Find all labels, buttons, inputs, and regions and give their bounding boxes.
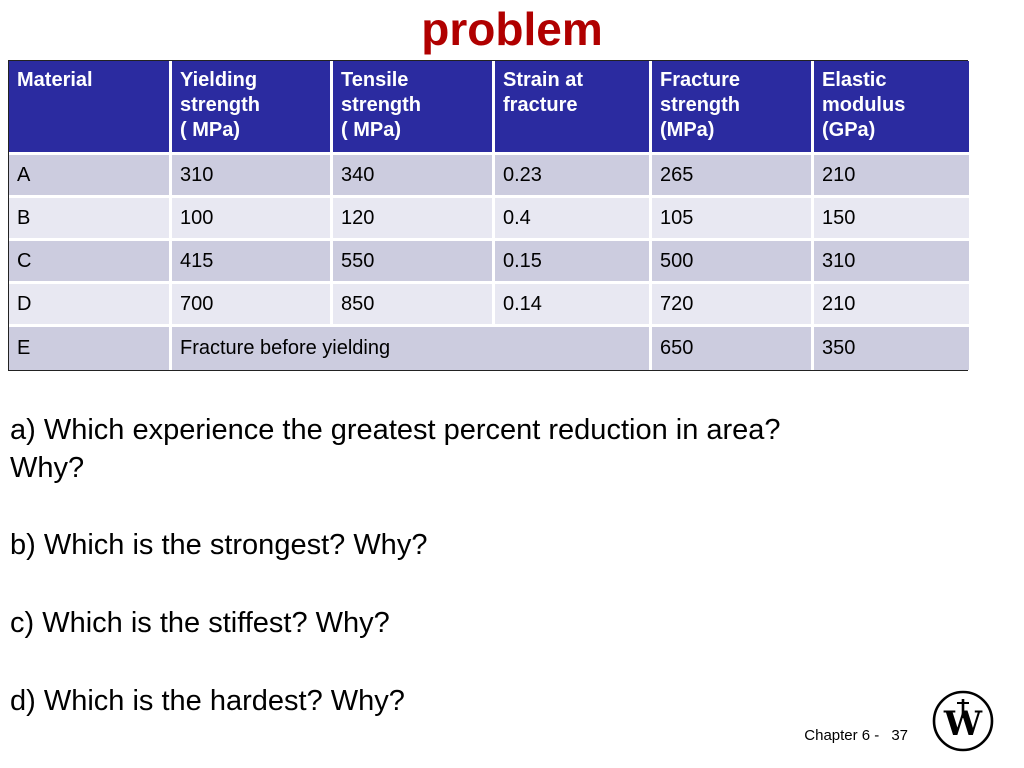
column-header-fracture-strength: Fracture strength (MPa) [652,61,814,155]
table-row-c: C 415 550 0.15 500 310 [9,241,969,284]
question-c: c) Which is the stiffest? Why? [10,607,390,640]
table-cell: 265 [652,155,814,198]
table-cell: 850 [333,284,495,327]
material-cell: E [9,327,172,370]
header-row: Material Yielding strength ( MPa) Tensil… [9,61,969,155]
table-cell: 0.4 [495,198,652,241]
properties-table-container: Material Yielding strength ( MPa) Tensil… [8,60,969,371]
question-d: d) Which is the hardest? Why? [10,684,405,717]
footer-caption: Chapter 6 - 37 [804,727,908,744]
table-row-d: D 700 850 0.14 720 210 [9,284,969,327]
page-number: 37 [891,727,908,744]
table-cell: 650 [652,327,814,370]
material-cell: C [9,241,172,284]
publisher-colophon-icon: W [930,688,996,754]
table-cell: 210 [814,284,969,327]
table-cell: 720 [652,284,814,327]
table-row-e: E Fracture before yielding 650 350 [9,327,969,370]
table-cell: 0.14 [495,284,652,327]
column-header-strain-at-fracture: Strain at fracture [495,61,652,155]
table-cell: 310 [172,155,333,198]
table-cell: 210 [814,155,969,198]
table-cell: 310 [814,241,969,284]
table-cell: 0.15 [495,241,652,284]
table-cell: 120 [333,198,495,241]
material-cell: A [9,155,172,198]
column-header-elastic-modulus: Elastic modulus (GPa) [814,61,969,155]
merged-note-cell: Fracture before yielding [172,327,652,370]
questions-block: a) Which experience the greatest percent… [10,412,960,760]
table-cell: 105 [652,198,814,241]
table-row-a: A 310 340 0.23 265 210 [9,155,969,198]
material-cell: B [9,198,172,241]
properties-table: Material Yielding strength ( MPa) Tensil… [9,61,969,370]
column-header-tensile-strength: Tensile strength ( MPa) [333,61,495,155]
table-cell: 350 [814,327,969,370]
table-cell: 100 [172,198,333,241]
slide-title: problem [421,3,603,55]
column-header-material: Material [9,61,172,155]
table-row-b: B 100 120 0.4 105 150 [9,198,969,241]
table-cell: 340 [333,155,495,198]
table-cell: 700 [172,284,333,327]
table-cell: 150 [814,198,969,241]
table-cell: 0.23 [495,155,652,198]
material-cell: D [9,284,172,327]
svg-text:W: W [943,704,983,744]
chapter-label: Chapter 6 - [804,727,880,744]
table-cell: 415 [172,241,333,284]
column-header-yield-strength: Yielding strength ( MPa) [172,61,333,155]
question-a: a) Which experience the greatest percent… [10,414,781,484]
table-cell: 550 [333,241,495,284]
table-cell: 500 [652,241,814,284]
question-b: b) Which is the strongest? Why? [10,529,428,562]
